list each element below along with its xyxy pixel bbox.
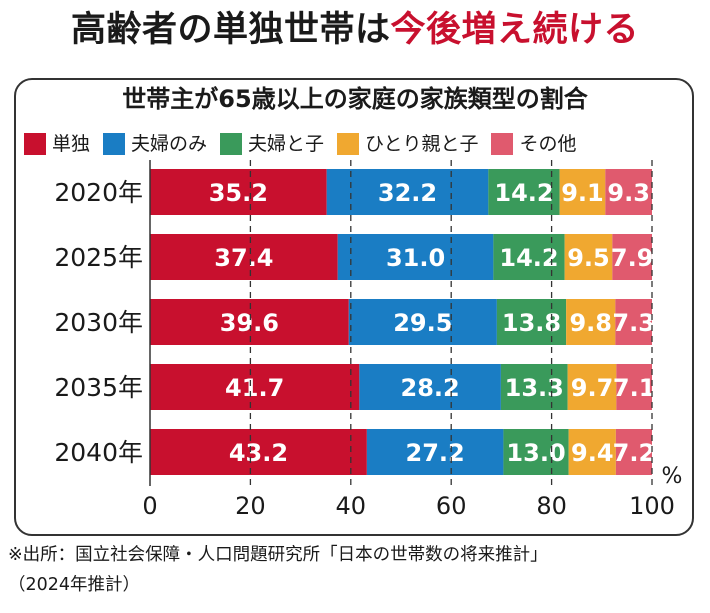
x-tick-label-3: 60 — [436, 492, 467, 520]
data-label-4-3: 9.4 — [571, 439, 614, 467]
bar-0-1 — [326, 169, 489, 215]
data-label-3-0: 41.7 — [225, 374, 284, 402]
unit-label: % — [662, 464, 683, 489]
bar-2-2 — [496, 299, 567, 345]
bar-4-2 — [503, 429, 569, 475]
bar-0-2 — [488, 169, 560, 215]
bar-0-4 — [605, 169, 652, 215]
bar-2-3 — [566, 299, 616, 345]
bar-0-0 — [150, 169, 327, 215]
data-label-4-4: 7.2 — [613, 439, 656, 467]
legend-swatch-3 — [337, 133, 360, 155]
data-label-2-2: 13.8 — [502, 309, 561, 337]
bar-3-1 — [359, 364, 501, 410]
data-label-3-3: 9.7 — [571, 374, 614, 402]
x-tick-label-1: 20 — [235, 492, 266, 520]
x-tick-label-0: 0 — [142, 492, 157, 520]
legend-item-3: ひとり親と子 — [337, 132, 478, 156]
data-label-0-2: 14.2 — [494, 179, 553, 207]
bar-1-2 — [493, 234, 565, 280]
headline: 高齢者の単独世帯は今後増え続ける — [0, 8, 710, 52]
bar-1-1 — [337, 234, 494, 280]
data-label-1-0: 37.4 — [214, 244, 273, 272]
legend-label-2: 夫婦と子 — [248, 133, 325, 155]
source-line-1: ※出所：国立社会保障・人口問題研究所「日本の世帯数の将来推計」 — [8, 545, 548, 565]
bar-4-1 — [366, 429, 504, 475]
data-label-4-0: 43.2 — [229, 439, 288, 467]
data-label-0-0: 35.2 — [209, 179, 268, 207]
bar-4-4 — [615, 429, 652, 475]
data-label-2-4: 7.3 — [612, 309, 655, 337]
headline-red: 今後増え続ける — [390, 10, 640, 50]
legend-swatch-4 — [491, 133, 514, 155]
data-label-3-1: 28.2 — [401, 374, 460, 402]
data-label-4-2: 13.0 — [506, 439, 565, 467]
category-label-4: 2040年 — [54, 438, 143, 467]
legend: 単独 夫婦のみ 夫婦と子 ひとり親と子 その他 — [24, 130, 694, 158]
legend-item-4: その他 — [491, 132, 577, 156]
bar-4-0 — [150, 429, 367, 475]
headline-black: 高齢者の単独世帯は — [70, 10, 391, 50]
data-label-2-1: 29.5 — [393, 309, 452, 337]
data-label-1-2: 14.2 — [499, 244, 558, 272]
bar-4-3 — [568, 429, 616, 475]
bar-1-3 — [564, 234, 613, 280]
bar-2-0 — [150, 299, 349, 345]
legend-label-4: その他 — [519, 133, 577, 155]
bar-1-0 — [150, 234, 338, 280]
category-label-3: 2035年 — [54, 373, 143, 402]
bar-3-2 — [500, 364, 568, 410]
legend-swatch-2 — [220, 133, 243, 155]
category-label-2: 2030年 — [54, 308, 143, 337]
data-label-3-4: 7.1 — [613, 374, 656, 402]
chart-title: 世帯主が65歳以上の家庭の家族類型の割合 — [122, 85, 588, 113]
bar-3-4 — [616, 364, 652, 410]
data-label-2-0: 39.6 — [220, 309, 279, 337]
data-label-0-4: 9.3 — [607, 179, 650, 207]
data-label-1-4: 7.9 — [611, 244, 654, 272]
category-label-0: 2020年 — [54, 178, 143, 207]
bar-2-4 — [615, 299, 652, 345]
legend-item-2: 夫婦と子 — [220, 132, 324, 156]
x-tick-label-4: 80 — [536, 492, 567, 520]
bar-2-1 — [348, 299, 497, 345]
legend-swatch-0 — [24, 133, 46, 155]
x-tick-label-2: 40 — [336, 492, 367, 520]
bar-3-3 — [567, 364, 617, 410]
data-label-2-3: 9.8 — [569, 309, 612, 337]
data-label-1-3: 9.5 — [567, 244, 610, 272]
legend-item-0: 単独 — [24, 132, 90, 156]
bar-1-4 — [612, 234, 652, 280]
data-label-0-1: 32.2 — [378, 179, 437, 207]
legend-item-1: 夫婦のみ — [103, 132, 207, 156]
bar-0-3 — [559, 169, 606, 215]
legend-swatch-1 — [103, 133, 126, 155]
x-tick-label-5: 100 — [629, 492, 675, 520]
source-line-2: （2024年推計） — [8, 575, 141, 595]
data-label-4-1: 27.2 — [406, 439, 465, 467]
data-label-1-1: 31.0 — [386, 244, 445, 272]
bar-3-0 — [150, 364, 360, 410]
legend-label-1: 夫婦のみ — [131, 133, 208, 155]
legend-label-0: 単独 — [52, 133, 91, 155]
data-label-0-3: 9.1 — [561, 179, 604, 207]
data-label-3-2: 13.3 — [505, 374, 564, 402]
legend-label-3: ひとり親と子 — [365, 133, 479, 155]
category-label-1: 2025年 — [54, 243, 143, 272]
source-note: ※出所：国立社会保障・人口問題研究所「日本の世帯数の将来推計」 （2024年推計… — [8, 540, 708, 600]
